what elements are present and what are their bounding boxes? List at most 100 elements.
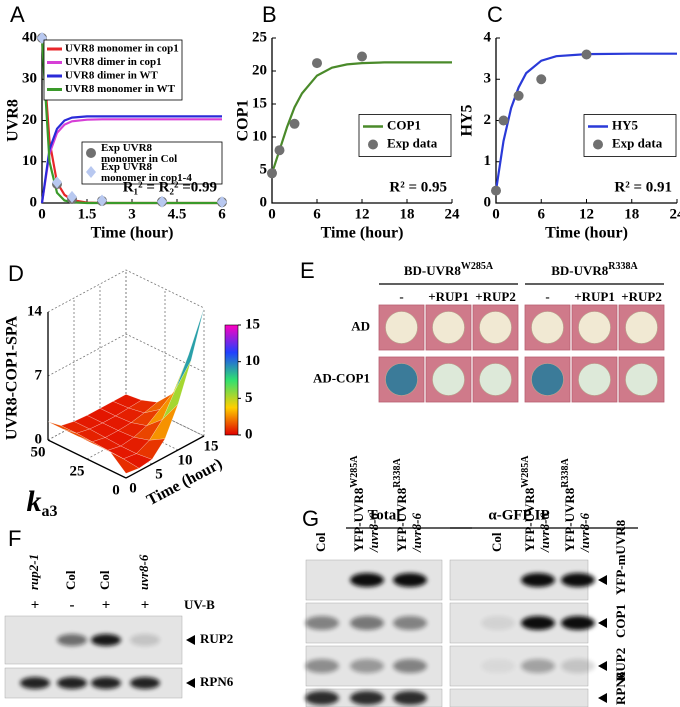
band [130, 677, 160, 689]
y-axis-label-base: k [27, 485, 42, 518]
yeast-colony [531, 363, 564, 396]
y-tick-label: 40 [22, 29, 37, 45]
colorbar-tick-label: 5 [245, 390, 253, 406]
column-header-name: BD-UVR8 [551, 263, 609, 278]
legend-label-line: Exp UVR8 [101, 142, 155, 154]
row-label: AD-COP1 [313, 370, 370, 385]
y-tick-label: 30 [22, 71, 37, 87]
lane-label: YFP-UVR8W285A [349, 455, 366, 552]
colorbar [224, 324, 239, 436]
x-axis-label: Time (hour) [321, 225, 404, 242]
yeast-colony [385, 311, 418, 344]
column-header-name: BD-UVR8 [404, 263, 462, 278]
yeast-colony [385, 363, 418, 396]
axis [125, 435, 205, 479]
arrowhead [598, 693, 607, 703]
x-tick-label: 1.5 [78, 206, 97, 222]
x-tick-label: 6 [313, 206, 321, 222]
x-tick-label: 18 [624, 206, 639, 222]
lane-label-allele: R338A [560, 458, 571, 488]
y-tick-label: 0 [112, 482, 120, 498]
legend-label: COP1 [387, 117, 421, 132]
band [350, 691, 384, 705]
yeast-colony [578, 311, 611, 344]
y-tick-label: 0 [260, 194, 268, 210]
lane-label: Col [97, 570, 112, 590]
yeast-colony [531, 311, 564, 344]
data-point [536, 74, 547, 85]
arrowhead [186, 635, 195, 645]
band [20, 677, 50, 689]
x-tick-label: 0 [129, 480, 137, 496]
lane-label-allele: R338A [392, 458, 403, 488]
blot-label: RPN6 [613, 671, 628, 705]
surface-patch [162, 360, 192, 420]
yeast-colony [578, 363, 611, 396]
z-axis-label: UVR8-COP1-SPA [4, 315, 21, 440]
legend-label-line: monomer in cop1-4 [101, 172, 192, 184]
yeast-colony [432, 311, 465, 344]
data-point [157, 195, 167, 208]
legend-box [81, 141, 223, 185]
lane-label: rup2-1 [26, 554, 41, 590]
panel-label: B [262, 2, 277, 27]
legend-label: HY5 [612, 117, 639, 132]
colorbar-tick-label: 10 [245, 353, 260, 369]
annotation: R₁² = R₂² =0.99 [123, 179, 217, 195]
panel-label: C [487, 2, 503, 27]
lane-label: YFP-UVR8R338A [392, 458, 409, 552]
column-header-allele: R338A [608, 261, 638, 272]
band [481, 659, 515, 673]
y-tick-label: 10 [252, 128, 267, 144]
y-tick-label: 20 [22, 112, 37, 128]
legend-label: Exp data [387, 135, 438, 150]
x-tick-label: 6 [538, 206, 546, 222]
panel-label: F [8, 526, 21, 551]
blot [449, 688, 589, 707]
y-axis-label: COP1 [235, 100, 252, 142]
data-point [312, 58, 322, 69]
legend-swatch [86, 166, 96, 178]
data-point [97, 194, 107, 207]
legend-box [583, 114, 677, 157]
legend-swatch [593, 139, 603, 150]
band [305, 616, 339, 630]
lane-label-background: /uvr8-6 [409, 513, 424, 554]
y-tick-label: 5 [260, 161, 268, 177]
lane-label: /uvr8-6 [366, 513, 381, 554]
x-tick-label: 24 [670, 206, 680, 222]
lane-label: YFP-UVR8W285A [520, 455, 537, 552]
yeast-colony [479, 363, 512, 396]
data-point [52, 176, 62, 189]
legend-label: UVR8 monomer in cop1 [65, 43, 179, 55]
data-point [498, 115, 509, 126]
arrowhead [598, 575, 607, 585]
legend-label: UVR8 dimer in cop1 [65, 56, 162, 68]
band [57, 677, 87, 689]
x-tick-label: 0 [492, 206, 500, 222]
y-tick-label: 0 [30, 194, 38, 210]
panel-label: D [8, 261, 24, 286]
treatment-label: - [545, 289, 549, 304]
x-tick-label: 12 [355, 206, 370, 222]
band [561, 659, 595, 673]
band [57, 634, 87, 646]
blot-label: YFP-mUVR8 [613, 519, 628, 595]
band [350, 659, 384, 673]
lane-label-name: YFP-UVR8 [562, 487, 577, 552]
series-line [270, 61, 452, 174]
treatment-label: - [399, 289, 403, 304]
data-point [513, 90, 524, 101]
colorbar-tick-label: 15 [245, 316, 260, 332]
treatment-sign: + [31, 597, 40, 613]
lane-label: Col [63, 570, 78, 590]
column-header: BD-UVR8R338A [551, 261, 638, 278]
legend-label: UVR8 monomer in WT [65, 83, 176, 95]
y-axis-label: ka3 [27, 485, 58, 520]
legend-label: Exp UVR8 monomer in cop1-4 [101, 161, 192, 184]
group-header: Total [368, 507, 401, 523]
legend-label: Exp data [612, 135, 663, 150]
band [561, 573, 595, 587]
data-point [67, 190, 77, 203]
